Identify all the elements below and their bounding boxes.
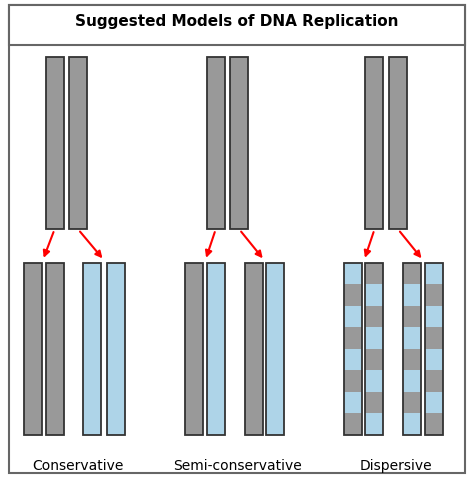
Bar bbox=[46, 57, 64, 229]
Bar bbox=[425, 306, 443, 327]
Bar bbox=[344, 349, 362, 370]
Bar bbox=[425, 284, 443, 306]
Bar bbox=[403, 349, 421, 370]
Bar bbox=[46, 263, 64, 435]
Bar bbox=[365, 349, 383, 370]
Bar bbox=[365, 370, 383, 392]
Bar bbox=[403, 263, 421, 435]
Bar bbox=[403, 327, 421, 349]
Bar bbox=[425, 370, 443, 392]
Bar bbox=[24, 263, 42, 435]
Bar bbox=[425, 327, 443, 349]
Bar bbox=[365, 263, 383, 435]
Bar bbox=[403, 392, 421, 413]
Bar bbox=[425, 263, 443, 435]
Bar bbox=[365, 57, 383, 229]
Bar bbox=[403, 413, 421, 435]
Bar bbox=[266, 263, 284, 435]
Bar bbox=[207, 57, 225, 229]
Bar bbox=[344, 327, 362, 349]
Bar bbox=[344, 370, 362, 392]
Bar bbox=[344, 284, 362, 306]
Bar bbox=[185, 263, 203, 435]
Bar bbox=[389, 57, 407, 229]
Bar bbox=[365, 284, 383, 306]
Bar bbox=[365, 392, 383, 413]
Bar bbox=[403, 284, 421, 306]
Bar bbox=[69, 57, 87, 229]
Bar bbox=[425, 413, 443, 435]
Bar bbox=[207, 263, 225, 435]
Bar bbox=[403, 306, 421, 327]
Text: Suggested Models of DNA Replication: Suggested Models of DNA Replication bbox=[75, 14, 399, 29]
Bar bbox=[9, 5, 465, 45]
Bar bbox=[344, 306, 362, 327]
Bar bbox=[403, 263, 421, 284]
Bar bbox=[365, 327, 383, 349]
Bar bbox=[425, 392, 443, 413]
Bar bbox=[365, 306, 383, 327]
Bar bbox=[425, 263, 443, 284]
Text: Conservative: Conservative bbox=[33, 459, 124, 473]
Bar bbox=[425, 349, 443, 370]
Bar bbox=[230, 57, 248, 229]
Text: Semi-conservative: Semi-conservative bbox=[173, 459, 301, 473]
Bar bbox=[365, 413, 383, 435]
Bar bbox=[83, 263, 101, 435]
Bar bbox=[403, 370, 421, 392]
Bar bbox=[344, 263, 362, 435]
Bar bbox=[365, 263, 383, 284]
Bar bbox=[245, 263, 263, 435]
Bar bbox=[344, 413, 362, 435]
Bar bbox=[107, 263, 125, 435]
Text: Dispersive: Dispersive bbox=[359, 459, 432, 473]
Bar bbox=[344, 392, 362, 413]
Bar bbox=[344, 263, 362, 284]
